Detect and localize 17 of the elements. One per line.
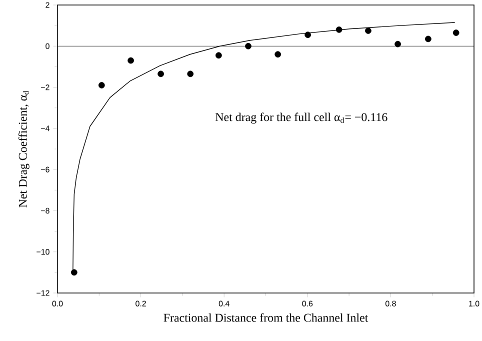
point [128, 57, 134, 64]
y-axis-title: Net Drag Coefficient, α$_{d}$ [18, 90, 30, 208]
point [336, 26, 342, 33]
annotation: Net drag for the full cell α$_{d}$= −0.116 [215, 112, 388, 124]
point [187, 70, 194, 78]
point [394, 40, 401, 48]
point [158, 70, 164, 78]
point [425, 36, 432, 42]
point [274, 51, 282, 58]
point [70, 269, 78, 276]
point [365, 28, 372, 34]
point [452, 30, 460, 36]
point [216, 52, 222, 59]
point [245, 42, 252, 50]
point [98, 82, 105, 88]
point [304, 32, 312, 38]
x-axis-title: Fractional Distance from the Channel Inlet [164, 313, 368, 322]
